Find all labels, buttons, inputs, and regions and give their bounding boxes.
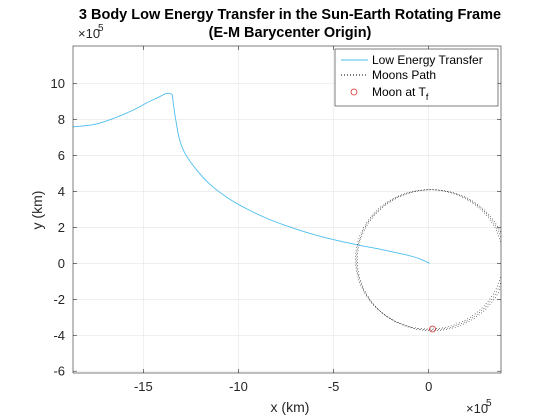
y-tick-label: -4 xyxy=(53,328,65,343)
y-tick-label: 0 xyxy=(58,256,65,271)
y-exponent: ×10 5 xyxy=(78,23,104,41)
x-tick-label: -15 xyxy=(134,379,153,394)
y-axis-label: y (km) xyxy=(29,191,45,230)
x-exponent-base: ×10 xyxy=(466,401,488,416)
y-exponent-power: 5 xyxy=(98,23,104,34)
y-tick-label: 8 xyxy=(58,112,65,127)
legend-label-moon-sub: f xyxy=(426,92,429,102)
x-axis-label: x (km) xyxy=(271,399,310,415)
chart-subtitle: (E-M Barycenter Origin) xyxy=(209,25,372,41)
legend-label-transfer: Low Energy Transfer xyxy=(372,53,483,67)
y-tick-label: -6 xyxy=(53,364,65,379)
y-tick-label: -2 xyxy=(53,292,65,307)
y-tick-label: 10 xyxy=(51,76,65,91)
x-tick-label: -10 xyxy=(229,379,248,394)
tick-marks xyxy=(73,46,501,373)
legend: Low Energy Transfer Moons Path Moon at T… xyxy=(334,48,499,107)
legend-label-moon-main: Moon at T xyxy=(372,85,426,99)
x-tick-label: 0 xyxy=(425,379,432,394)
legend-label-moon-path: Moons Path xyxy=(372,68,436,82)
series-moons-path-band xyxy=(356,189,501,331)
x-exponent-power: 5 xyxy=(486,398,492,409)
x-tick-label: -5 xyxy=(328,379,340,394)
tick-labels: -15 -10 -5 0 -6 -4 -2 0 2 4 6 8 10 xyxy=(51,76,433,394)
grid-lines xyxy=(73,46,501,373)
chart-title: 3 Body Low Energy Transfer in the Sun-Ea… xyxy=(79,7,501,23)
legend-label-moon-marker: Moon at Tf xyxy=(372,85,429,102)
legend-swatch-moon-marker xyxy=(350,88,358,96)
axes-box xyxy=(72,45,502,374)
series-low-energy-transfer xyxy=(73,92,430,264)
y-tick-label: 6 xyxy=(58,148,65,163)
legend-box xyxy=(334,48,499,107)
y-tick-label: 4 xyxy=(58,184,65,199)
series-moon-at-tf-marker xyxy=(429,325,436,333)
plot-content xyxy=(73,92,501,333)
y-exponent-base: ×10 xyxy=(78,26,100,41)
x-exponent: ×10 5 xyxy=(466,398,492,416)
y-tick-label: 2 xyxy=(58,220,65,235)
